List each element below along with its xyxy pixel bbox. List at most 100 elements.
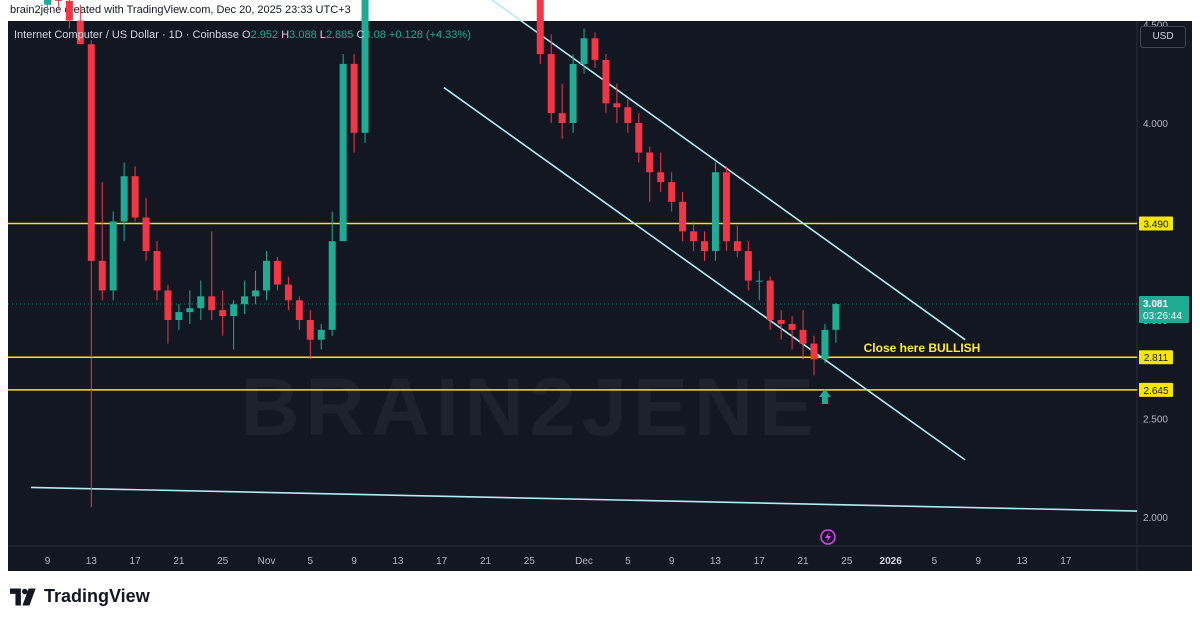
x-tick-label: 25 — [841, 556, 853, 567]
symbol-legend: Internet Computer / US Dollar · 1D · Coi… — [14, 29, 471, 41]
level-price-label: 3.490 — [1143, 219, 1168, 230]
x-tick-label: 25 — [524, 556, 536, 567]
candle-body — [613, 103, 621, 108]
candle-body — [569, 63, 577, 123]
candle-body — [219, 310, 227, 317]
candle-body — [361, 0, 369, 133]
candle-body — [284, 284, 292, 301]
candle-body — [777, 320, 785, 324]
candle-body — [175, 312, 183, 320]
currency-button[interactable]: USD — [1140, 26, 1186, 48]
x-tick-label: 9 — [45, 556, 51, 567]
candle-body — [76, 20, 84, 45]
candle-body — [679, 201, 687, 232]
level-price-tag — [1139, 350, 1173, 365]
open-label: O — [242, 29, 251, 41]
close-label: C — [356, 29, 365, 41]
x-tick-label: 17 — [1060, 556, 1072, 567]
candle-body — [722, 172, 730, 242]
candle-body — [306, 320, 314, 340]
change-value: +0.128 (+4.33%) — [388, 29, 471, 41]
candle-body — [547, 54, 555, 114]
candle-body — [788, 323, 796, 330]
lightning-icon — [820, 529, 836, 545]
low-value: 2.885 — [325, 29, 354, 41]
last-price-label: 3.081 — [1143, 299, 1168, 310]
candle-body — [328, 241, 336, 330]
x-tick-label: 17 — [754, 556, 766, 567]
symbol-name: Internet Computer / US Dollar · 1D · Coi… — [14, 29, 239, 41]
candle-body — [711, 172, 719, 252]
x-tick-label: 17 — [130, 556, 142, 567]
candle-body — [241, 296, 249, 305]
candle-body — [602, 59, 610, 104]
close-value: 3.08 — [364, 29, 386, 41]
x-tick-label: 13 — [86, 556, 98, 567]
x-tick-label: Nov — [258, 556, 276, 567]
x-tick-label: 21 — [797, 556, 809, 567]
x-tick-label: Dec — [575, 556, 593, 567]
x-tick-label: 25 — [217, 556, 229, 567]
candle-body — [98, 260, 106, 291]
candle-body — [558, 113, 566, 123]
candle-body — [733, 241, 741, 252]
level-price-label: 2.645 — [1143, 386, 1168, 397]
tradingview-logo-icon — [10, 587, 36, 606]
x-tick-label: 5 — [932, 556, 938, 567]
lightning-glyph — [825, 532, 831, 542]
trendline-support — [31, 486, 1138, 512]
x-tick-label: 13 — [1016, 556, 1028, 567]
y-tick-label: 4.000 — [1143, 119, 1168, 130]
candle-body — [690, 231, 698, 242]
up-arrow-icon — [818, 388, 831, 404]
candle-body — [295, 300, 303, 320]
x-tick-label: 9 — [975, 556, 981, 567]
candle-body — [131, 176, 139, 218]
x-tick-label: 21 — [173, 556, 185, 567]
countdown-label: 03:26:44 — [1143, 311, 1182, 322]
candle-body — [701, 241, 708, 252]
candle-body — [591, 38, 599, 60]
x-tick-label: 9 — [351, 556, 357, 567]
candle-body — [810, 343, 818, 360]
candle-body — [799, 329, 807, 344]
high-label: H — [281, 29, 290, 41]
x-tick-label: 13 — [710, 556, 722, 567]
candle-body — [153, 251, 161, 291]
tradingview-brand: TradingView — [10, 586, 150, 607]
candle-body — [744, 251, 752, 281]
level-price-tag — [1139, 382, 1173, 397]
candle-body — [230, 304, 238, 317]
candle-body — [668, 182, 676, 202]
candle-body — [821, 329, 829, 360]
y-tick-label: 2.000 — [1143, 513, 1168, 524]
candle-body — [317, 329, 325, 340]
candle-body — [536, 0, 544, 55]
chart-frame — [8, 21, 1192, 571]
level-price-label: 2.811 — [1144, 353, 1169, 364]
candle-body — [54, 0, 62, 1]
candle-body — [197, 296, 205, 309]
trendline-channel-upper — [490, 0, 966, 341]
candle-body — [580, 38, 588, 64]
x-tick-label: 2026 — [880, 556, 903, 567]
open-value: 2.952 — [250, 29, 279, 41]
last-price-tag — [1139, 296, 1189, 324]
annotation-text: Close here BULLISH — [864, 341, 981, 355]
candle-body — [44, 0, 51, 5]
x-tick-label: 21 — [480, 556, 492, 567]
y-tick-label: 2.500 — [1143, 415, 1168, 426]
candle-body — [657, 172, 665, 183]
high-value: 3.088 — [289, 29, 317, 41]
candle-body — [646, 152, 654, 173]
candle-body — [273, 260, 281, 285]
candle-body — [65, 0, 73, 21]
candle-body — [142, 217, 150, 252]
chart-credit: brain2jene created with TradingView.com,… — [10, 4, 351, 16]
candle-body — [120, 176, 128, 222]
x-tick-label: 17 — [436, 556, 448, 567]
candle-body — [252, 290, 260, 297]
candle-body — [186, 308, 194, 313]
low-label: L — [319, 29, 326, 41]
